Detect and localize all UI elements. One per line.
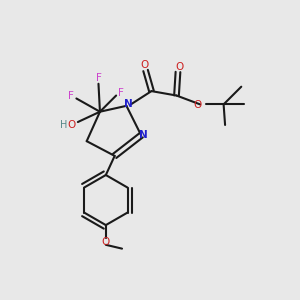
Text: O: O: [175, 62, 184, 72]
Text: N: N: [124, 99, 132, 110]
Text: N: N: [139, 130, 148, 140]
Text: F: F: [95, 73, 101, 83]
Text: O: O: [67, 120, 76, 130]
Text: F: F: [68, 91, 74, 100]
Text: O: O: [194, 100, 202, 110]
Text: O: O: [102, 237, 110, 247]
Text: O: O: [140, 60, 148, 70]
Text: H: H: [60, 120, 68, 130]
Text: F: F: [118, 88, 124, 98]
